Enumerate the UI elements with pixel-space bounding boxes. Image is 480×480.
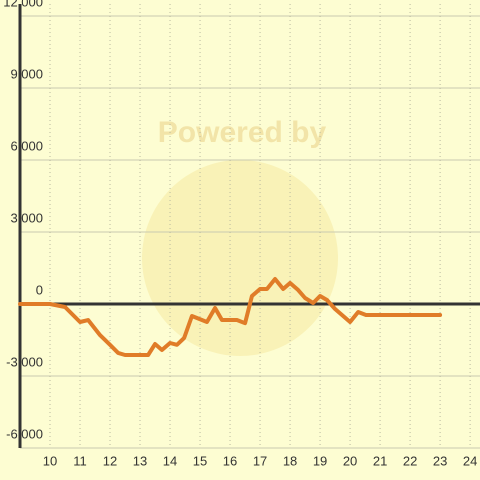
x-tick-label: 13 [133,453,147,468]
x-tick-label: 10 [43,453,57,468]
y-tick-label: 0 [36,282,43,297]
x-tick-label: 14 [163,453,177,468]
x-tick-label: 22 [403,453,417,468]
x-tick-label: 21 [373,453,387,468]
watermark-logo [142,160,338,356]
x-tick-label: 23 [433,453,447,468]
watermark: Powered by [158,116,327,149]
y-tick-label: 6,000 [10,138,43,153]
x-tick-label: 16 [223,453,237,468]
y-tick-label: -3,000 [6,354,43,369]
x-tick-label: 20 [343,453,357,468]
x-tick-label: 24 [463,453,477,468]
y-tick-label: 3,000 [10,210,43,225]
y-tick-label: -6,000 [6,426,43,441]
x-tick-label: 15 [193,453,207,468]
y-tick-label: 9,000 [10,66,43,81]
y-tick-label: 12,000 [3,0,43,9]
x-tick-label: 17 [253,453,267,468]
x-tick-label: 19 [313,453,327,468]
x-tick-label: 11 [73,453,87,468]
x-tick-label: 12 [103,453,117,468]
x-tick-label: 18 [283,453,297,468]
line-series [18,276,443,357]
